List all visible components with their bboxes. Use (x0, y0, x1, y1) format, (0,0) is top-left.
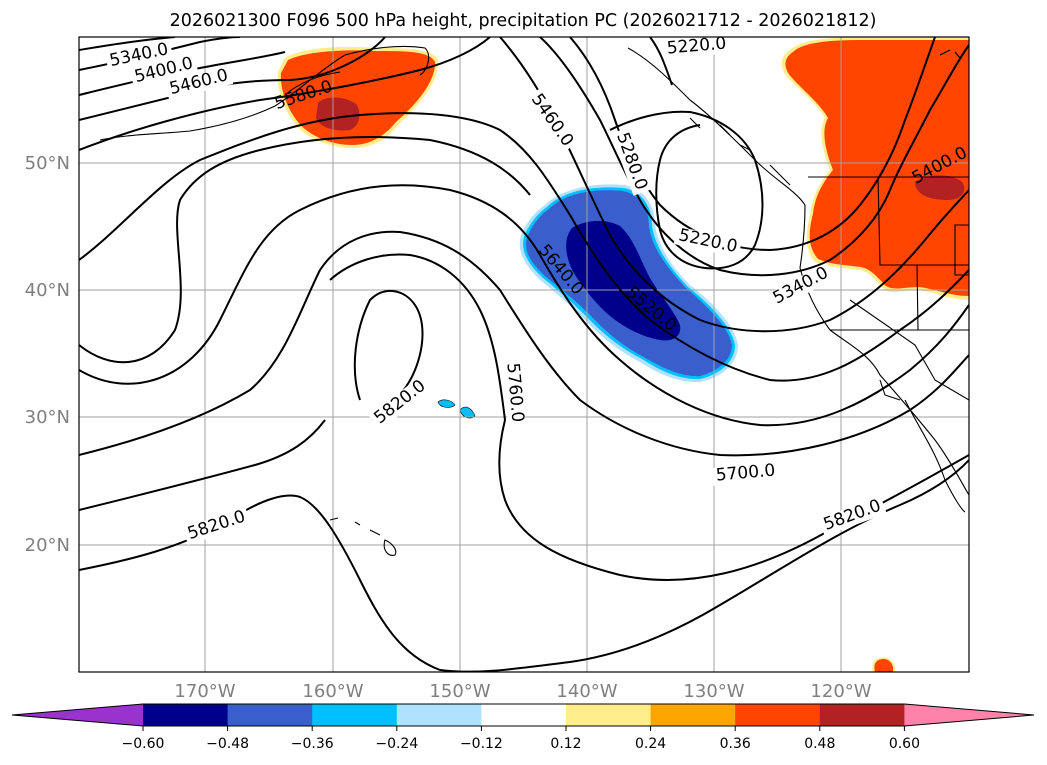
lon-tick: 130°W (683, 681, 744, 702)
colorbar-swatch (396, 704, 482, 726)
colorbar-extend-high (904, 704, 1034, 726)
lon-tick: 150°W (429, 681, 490, 702)
colorbar-swatch (819, 704, 905, 726)
lon-tick: 160°W (302, 681, 363, 702)
height-contours (79, 37, 969, 672)
lat-tick: 50°N (25, 153, 70, 174)
colorbar-swatch (481, 704, 567, 726)
colorbar-extend-low (12, 704, 143, 726)
colorbar-tick-label: −0.36 (291, 736, 334, 752)
map-panel: 5340.0 5400.0 5460.0 5580.0 5220.0 5460.… (78, 33, 971, 673)
colorbar-tick-label: 0.12 (550, 736, 581, 752)
colorbar-swatch (227, 704, 313, 726)
lat-tick: 40°N (25, 280, 70, 301)
map-frame (78, 36, 970, 673)
lat-tick: 20°N (25, 535, 70, 556)
lon-tick: 120°W (810, 681, 871, 702)
colorbar-tick-label: 0.24 (635, 736, 666, 752)
lat-tick: 30°N (25, 407, 70, 428)
chart-title: 2026021300 F096 500 hPa height, precipit… (170, 11, 877, 31)
colorbar-tick-label: −0.60 (122, 736, 165, 752)
lon-tick: 170°W (174, 681, 235, 702)
colorbar-swatch (143, 704, 229, 726)
colorbar-swatch (566, 704, 652, 726)
colorbar-tick-label: −0.48 (206, 736, 249, 752)
colorbar-swatch (650, 704, 736, 726)
lon-ticks: 170°W 160°W 150°W 140°W 130°W 120°W (174, 681, 871, 702)
colorbar-tick-label: 0.36 (720, 736, 751, 752)
colorbar: −0.60 −0.48 −0.36 −0.24 −0.12 0.12 0.24 0.36 0.4… (11, 703, 1035, 752)
gridlines (79, 37, 969, 672)
colorbar-swatch (312, 704, 398, 726)
lat-ticks: 50°N 40°N 30°N 20°N (25, 153, 70, 556)
colorbar-tick-label: 0.60 (889, 736, 920, 752)
colorbar-swatch (735, 704, 821, 726)
colorbar-tick-label: 0.48 (804, 736, 835, 752)
lon-tick: 140°W (556, 681, 617, 702)
precip-negative (437, 184, 738, 419)
colorbar-tick-label: −0.12 (460, 736, 503, 752)
colorbar-tick-label: −0.24 (375, 736, 418, 752)
